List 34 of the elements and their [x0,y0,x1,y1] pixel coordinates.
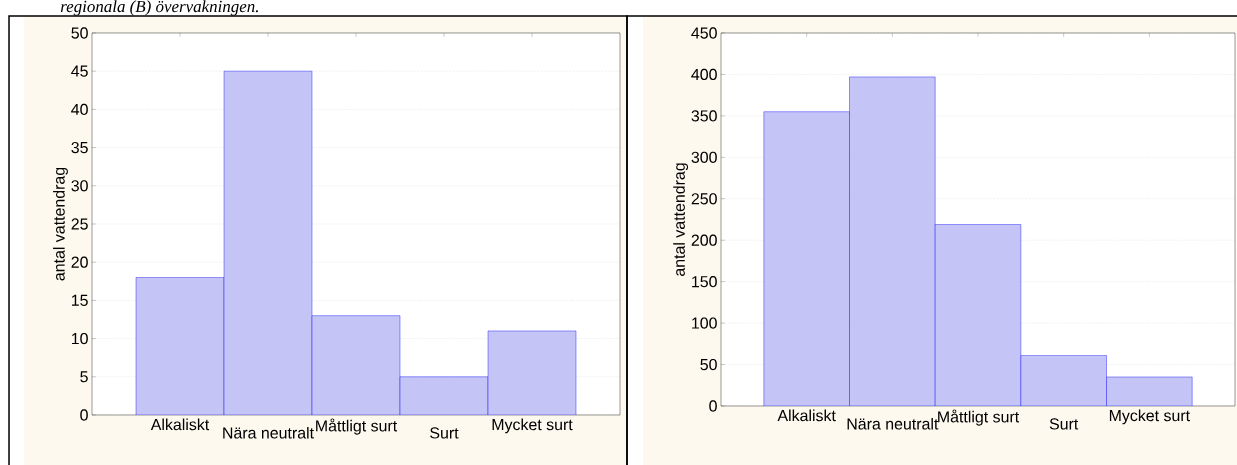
y-tick-label: 200 [691,234,717,246]
x-tick-label: Alkaliskt [777,409,836,422]
x-tick-label: Mycket surt [1109,409,1190,425]
y-tick-label: 250 [691,193,717,205]
y-tick-label: 0 [80,409,88,421]
y-tick-label: 300 [691,151,717,163]
y-axis-title: antal vattendrag [673,163,689,276]
y-tick-label: 40 [71,103,88,116]
x-tick-label: Surt [430,427,459,439]
y-tick-label: 15 [71,294,88,306]
y-tick-label: 10 [71,332,88,345]
y-axis-title: antal vattendrag [53,167,68,281]
x-tick-label: Surt [1049,418,1079,430]
x-tick-label: Måttligt surt [316,418,398,435]
y-tick-label: 30 [71,180,88,192]
y-tick-label: 45 [71,65,88,77]
x-tick-label: Nära neutralt [223,426,314,439]
y-tick-label: 50 [700,358,717,371]
y-tick-label: 0 [709,400,717,412]
y-tick-label: 400 [691,68,717,81]
x-tick-label: Alkaliskt [150,418,210,431]
y-tick-label: 5 [80,371,88,383]
text: regionala (B) övervakningen. [60,0,258,16]
y-tick-label: 25 [71,218,88,230]
y-tick-label: 100 [692,317,717,329]
y-tick-label: 20 [71,256,88,268]
x-tick-label: Nära neutralt [847,417,939,430]
y-tick-label: 150 [692,276,717,288]
x-tick-label: Mycket surt [492,418,573,434]
y-tick-label: 35 [71,141,88,154]
y-tick-label: 350 [691,110,717,122]
y-tick-label: 450 [691,27,717,39]
x-tick-label: Måttligt surt [938,409,1020,426]
y-tick-label: 50 [71,27,88,39]
